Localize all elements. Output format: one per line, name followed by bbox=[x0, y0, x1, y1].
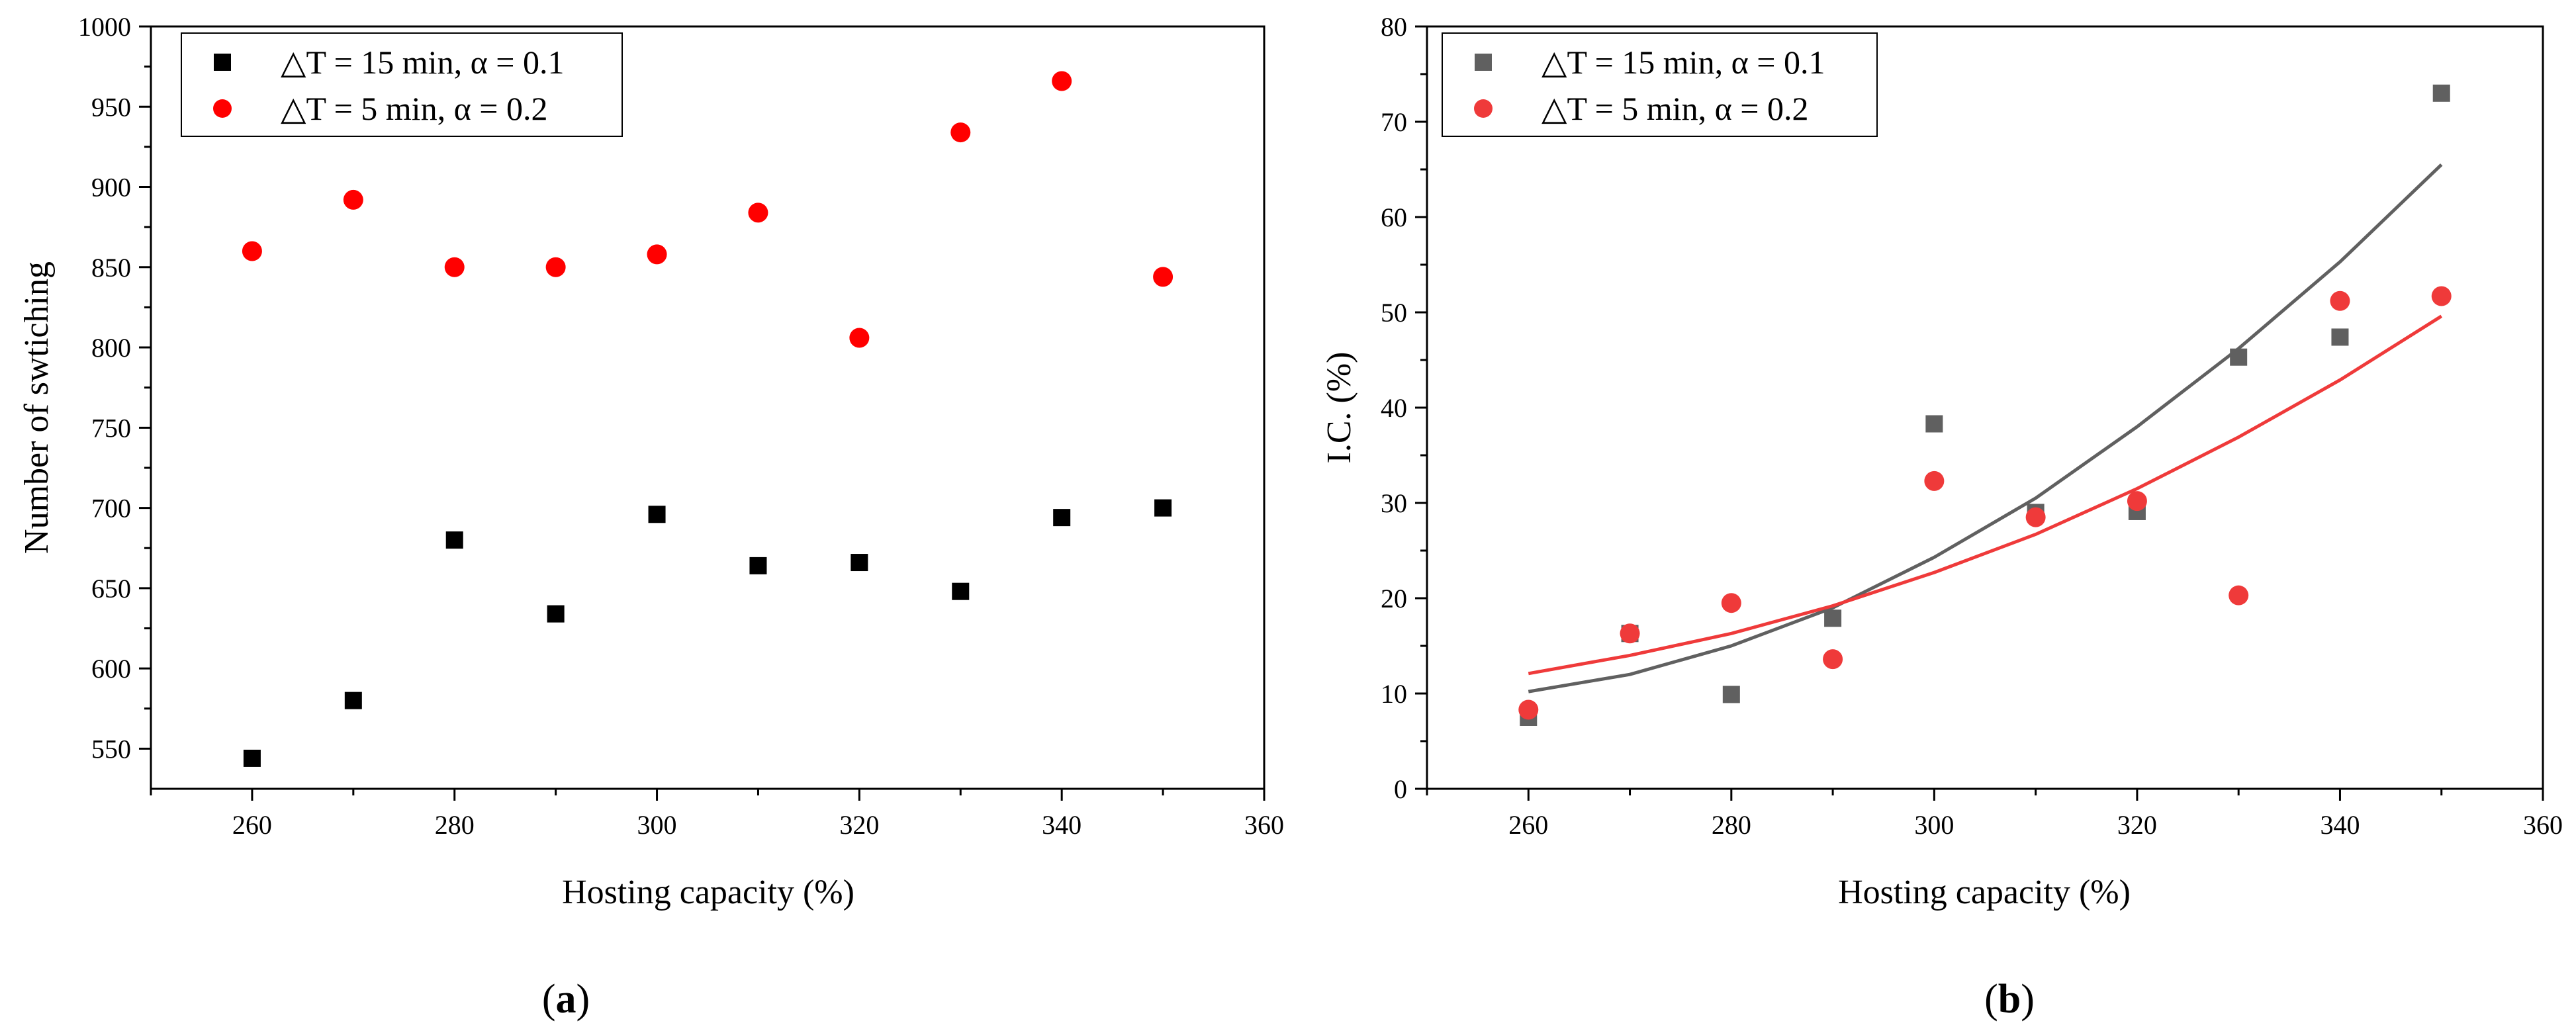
y-tick-label-a-6: 850 bbox=[91, 253, 131, 283]
plot-frame-a bbox=[150, 25, 1265, 790]
y-tick-label-a-7: 900 bbox=[91, 173, 131, 202]
x-tick-label-b-4: 340 bbox=[2320, 810, 2360, 840]
legend-marker-a-1 bbox=[213, 99, 232, 118]
point-a-1-6 bbox=[849, 328, 870, 348]
point-b-1-0 bbox=[1518, 699, 1539, 720]
x-tick-label-b-5: 360 bbox=[2523, 810, 2563, 840]
point-b-1-7 bbox=[2229, 585, 2249, 605]
x-axis-title-b: Hosting capacity (%) bbox=[1838, 874, 2131, 911]
y-tick-label-a-4: 750 bbox=[91, 413, 131, 443]
fit-curve-b-0 bbox=[1528, 163, 2443, 694]
y-tick-label-a-0: 550 bbox=[91, 734, 131, 764]
point-a-0-1 bbox=[344, 692, 362, 709]
legend-b: △T = 15 min, α = 0.1 △T = 5 min, α = 0.2 bbox=[1442, 32, 1878, 137]
point-b-0-2 bbox=[1722, 686, 1740, 703]
point-b-0-4 bbox=[1925, 415, 1943, 433]
point-a-0-5 bbox=[749, 557, 767, 574]
y-tick-label-b-0: 0 bbox=[1394, 774, 1407, 804]
point-a-1-1 bbox=[343, 189, 363, 210]
legend-a: △T = 15 min, α = 0.1 △T = 5 min, α = 0.2 bbox=[181, 32, 623, 137]
point-a-0-4 bbox=[648, 506, 666, 523]
legend-label-b-0: △T = 15 min, α = 0.1 bbox=[1541, 44, 1825, 81]
y-tick-label-a-9: 1000 bbox=[78, 12, 131, 42]
point-b-1-5 bbox=[2025, 507, 2046, 527]
point-a-1-7 bbox=[950, 122, 971, 143]
legend-marker-b-1 bbox=[1474, 99, 1493, 118]
legend-marker-a-0 bbox=[214, 54, 231, 71]
y-tick-label-b-6: 60 bbox=[1381, 202, 1407, 232]
x-tick-label-b-2: 300 bbox=[1914, 810, 1954, 840]
legend-label-a-1: △T = 5 min, α = 0.2 bbox=[281, 90, 547, 127]
x-tick-label-a-5: 360 bbox=[1244, 810, 1284, 840]
point-a-0-9 bbox=[1154, 499, 1172, 517]
y-tick-label-a-3: 700 bbox=[91, 494, 131, 523]
point-b-1-3 bbox=[1823, 649, 1843, 670]
chart-panel-a: 260 280 300 320 340 360 550 600 650 700 750 800 850 9… bbox=[18, 12, 1284, 1022]
point-a-1-8 bbox=[1052, 71, 1072, 91]
point-a-0-0 bbox=[243, 749, 261, 767]
y-tick-label-a-5: 800 bbox=[91, 333, 131, 363]
point-a-1-5 bbox=[748, 202, 768, 223]
y-tick-label-a-2: 650 bbox=[91, 574, 131, 604]
point-b-1-2 bbox=[1721, 593, 1741, 613]
panel-label-b: (b) bbox=[1984, 977, 2035, 1022]
y-tick-label-a-8: 950 bbox=[91, 92, 131, 122]
point-b-1-4 bbox=[1924, 471, 1945, 491]
point-a-1-4 bbox=[647, 244, 667, 265]
point-b-1-8 bbox=[2330, 291, 2350, 311]
y-tick-label-b-3: 30 bbox=[1381, 488, 1407, 518]
chart-panel-b: 260 280 300 320 340 360 0 10 20 30 40 50 60 70 80 Host… bbox=[1320, 12, 2563, 1022]
point-b-0-9 bbox=[2432, 84, 2450, 102]
point-a-1-2 bbox=[444, 257, 465, 277]
x-tick-label-b-0: 260 bbox=[1508, 810, 1548, 840]
point-b-1-6 bbox=[2127, 491, 2147, 512]
y-tick-label-b-8: 80 bbox=[1381, 12, 1407, 42]
x-tick-label-a-3: 320 bbox=[839, 810, 879, 840]
y-tick-label-b-7: 70 bbox=[1381, 107, 1407, 137]
point-a-0-2 bbox=[445, 531, 463, 549]
point-a-0-6 bbox=[851, 554, 868, 572]
plot-frame-b bbox=[1426, 25, 2544, 790]
y-tick-label-a-1: 600 bbox=[91, 654, 131, 684]
x-axis-title-a: Hosting capacity (%) bbox=[562, 874, 854, 911]
legend-box-b bbox=[1442, 32, 1878, 137]
point-a-1-9 bbox=[1153, 267, 1173, 287]
point-b-1-9 bbox=[2431, 286, 2452, 306]
y-axis-title-b: I.C. (%) bbox=[1320, 352, 1358, 464]
panel-label-a-letter: a bbox=[556, 977, 576, 1022]
point-a-1-3 bbox=[545, 257, 566, 277]
y-axis-title-a: Number of swtiching bbox=[18, 261, 56, 554]
legend-label-a-0: △T = 15 min, α = 0.1 bbox=[281, 44, 564, 81]
point-a-0-3 bbox=[547, 605, 565, 623]
plot-area-a bbox=[242, 71, 1173, 767]
point-a-0-7 bbox=[952, 582, 970, 600]
y-tick-label-b-1: 10 bbox=[1381, 679, 1407, 709]
x-tick-label-a-2: 300 bbox=[637, 810, 677, 840]
point-b-1-1 bbox=[1620, 623, 1640, 644]
axes-b: 260 280 300 320 340 360 0 10 20 30 40 50 60 70 80 bbox=[1381, 12, 2563, 840]
point-a-0-8 bbox=[1053, 509, 1071, 527]
point-b-0-7 bbox=[2230, 348, 2248, 366]
y-tick-label-b-5: 50 bbox=[1381, 298, 1407, 328]
point-b-0-3 bbox=[1824, 609, 1842, 627]
x-tick-label-a-4: 340 bbox=[1042, 810, 1081, 840]
axes-a: 260 280 300 320 340 360 550 600 650 700 750 800 850 9… bbox=[78, 12, 1284, 840]
x-tick-label-a-1: 280 bbox=[435, 810, 475, 840]
y-tick-label-b-2: 20 bbox=[1381, 584, 1407, 613]
y-tick-label-b-4: 40 bbox=[1381, 393, 1407, 423]
x-tick-label-b-3: 320 bbox=[2117, 810, 2157, 840]
legend-marker-b-0 bbox=[1475, 54, 1492, 71]
legend-label-b-1: △T = 5 min, α = 0.2 bbox=[1541, 90, 1808, 127]
x-tick-label-a-0: 260 bbox=[232, 810, 272, 840]
point-b-0-8 bbox=[2331, 328, 2349, 346]
plot-area-b bbox=[1518, 84, 2452, 726]
point-a-1-0 bbox=[242, 241, 262, 261]
fit-curve-b-1 bbox=[1528, 314, 2443, 676]
legend-box-a bbox=[181, 32, 623, 137]
panel-label-b-letter: b bbox=[1998, 977, 2021, 1022]
x-tick-label-b-1: 280 bbox=[1712, 810, 1751, 840]
panel-label-a: (a) bbox=[542, 977, 590, 1022]
